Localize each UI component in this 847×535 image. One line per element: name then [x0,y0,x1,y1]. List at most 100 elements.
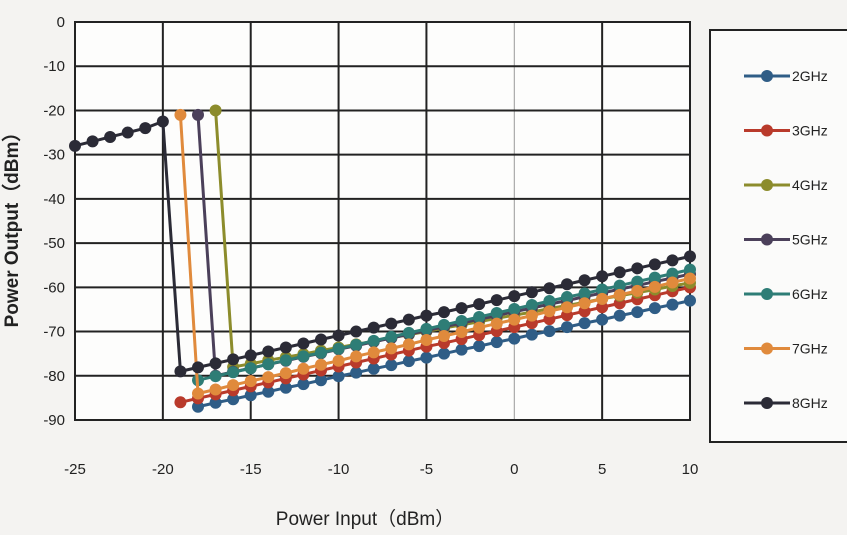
data-point [69,139,81,152]
data-point [297,350,310,363]
x-tick-label: -20 [152,461,174,478]
data-point [666,254,679,267]
y-tick-label: 0 [57,14,65,31]
data-point [174,365,187,378]
y-tick-label: -30 [43,147,65,164]
data-point [578,287,591,300]
data-point [385,359,398,372]
y-tick-label: -90 [43,412,65,429]
data-point [508,303,521,316]
data-point [262,358,275,371]
legend-item-3GHz: 3GHz [744,123,828,139]
series-7GHz [174,108,696,400]
data-point [227,366,240,379]
data-point [543,282,556,295]
data-point [578,317,591,330]
data-point [174,108,187,121]
legend-item-8GHz: 8GHz [744,395,828,411]
data-point [684,263,696,276]
data-point [332,342,345,355]
data-point [561,278,573,291]
x-tick-label: 10 [682,461,699,478]
data-point [367,321,380,334]
data-point [508,290,521,303]
data-point [666,276,679,289]
data-point [508,313,521,326]
data-point [332,370,345,383]
data-point [350,325,363,338]
data-point [508,332,521,345]
data-point [455,302,468,315]
data-point [332,354,345,367]
data-point [279,354,292,367]
data-point [613,279,626,292]
data-point [402,355,415,368]
x-tick-label: -25 [64,461,86,478]
data-point [367,346,380,359]
data-point [596,270,609,283]
legend-item-7GHz: 7GHz [744,341,828,357]
legend-item-2GHz: 2GHz [744,68,828,84]
data-point [561,291,573,304]
data-point [367,362,380,375]
data-point [262,371,275,384]
y-tick-label: -60 [43,279,65,296]
data-point [209,383,222,396]
data-point [227,353,240,366]
y-tick-label: -80 [43,368,65,385]
legend-label: 2GHz [792,68,828,84]
data-point [631,284,644,297]
legend-marker [761,233,773,246]
legend-label: 7GHz [792,341,828,357]
data-point [438,347,450,360]
data-point [648,280,661,293]
data-point [385,342,398,355]
data-point [244,389,257,402]
legend-marker [761,70,773,82]
data-point [455,314,468,327]
data-point [631,262,644,275]
plot-area [74,21,691,421]
grid [74,21,691,421]
data-point [490,317,503,330]
data-point [402,338,415,351]
data-point [104,130,117,143]
data-point [684,272,696,285]
data-point [420,309,433,322]
data-point [385,317,398,330]
data-point [244,362,257,375]
data-point [438,329,450,342]
y-tick-label: -10 [43,58,65,75]
data-point [315,374,327,387]
data-point [525,286,538,299]
data-point [227,379,240,392]
data-point [279,341,292,354]
data-point [244,349,257,362]
legend-label: 3GHz [792,123,828,139]
data-point [596,301,609,314]
data-point [490,294,503,307]
data-point [297,362,310,375]
data-point [525,328,538,341]
y-tick-label: -40 [43,191,65,208]
data-point [402,313,415,326]
legend: 2GHz 3GHz 4GHz 5GHz 6GHz 7GHz 8GHz [709,29,847,443]
legend-label: 5GHz [792,232,828,248]
data-point [315,346,327,359]
data-point [209,104,222,117]
data-point [332,329,345,342]
legend-marker [761,179,773,191]
data-point [473,310,486,323]
data-point [192,361,204,374]
legend-label: 4GHz [792,177,828,193]
legend-item-4GHz: 4GHz [744,177,828,193]
data-point [121,126,134,139]
legend-box [709,29,847,443]
y-tick-label: -20 [43,102,65,119]
data-point [473,340,486,353]
data-point [543,325,556,338]
x-tick-label: -10 [328,461,350,478]
x-axis-title: Power Input（dBm） [276,508,454,530]
data-point [227,393,240,406]
y-axis-title: Power Output（dBm） [0,123,23,328]
